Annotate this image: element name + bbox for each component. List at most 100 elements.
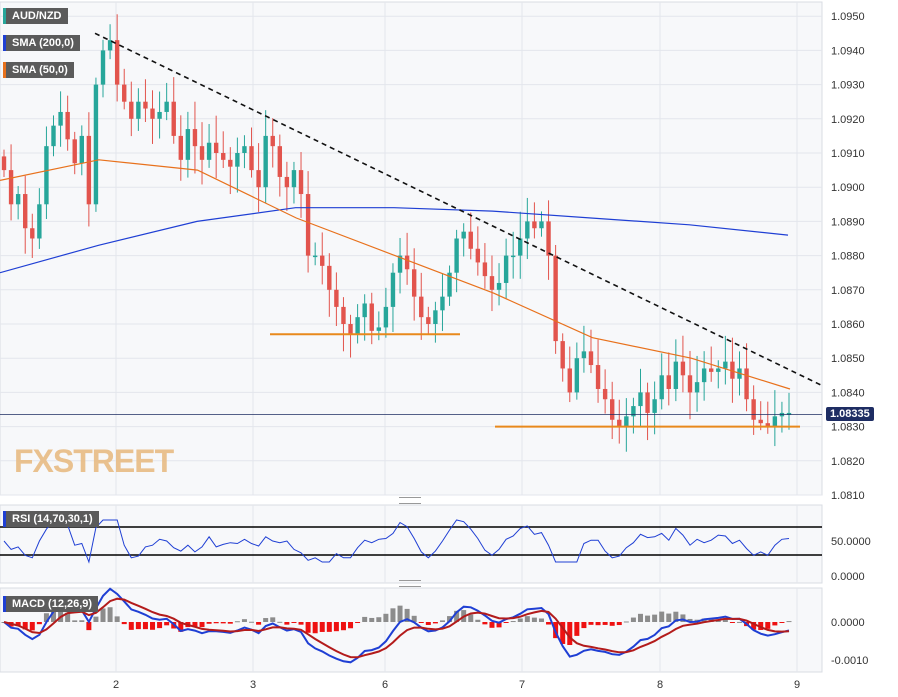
candle (772, 390, 778, 447)
candle-body (213, 142, 219, 153)
macd-histogram-bar (602, 622, 608, 625)
macd-histogram-bar (121, 622, 127, 625)
legend-sma200: SMA (200,0) (3, 35, 80, 51)
candle (461, 223, 466, 257)
candle-body (475, 248, 481, 263)
candle (426, 306, 431, 335)
candle-body (277, 146, 283, 177)
candle-body (129, 101, 134, 119)
macd-histogram-bar (439, 620, 445, 622)
candle-body (602, 388, 608, 400)
candle-body (645, 392, 650, 413)
candle-body (624, 416, 629, 427)
candle-body (411, 269, 417, 297)
macd-y-tick-label: -0.0010 (831, 655, 868, 667)
candle-body (164, 101, 169, 112)
y-tick-label: 1.0930 (831, 80, 865, 92)
macd-histogram-bar (496, 622, 502, 628)
candle-body (185, 129, 191, 160)
candle-body (744, 368, 749, 400)
legend-macd: MACD (12,26,9) (3, 596, 99, 612)
candle-body (305, 194, 311, 256)
macd-histogram-bar (418, 622, 424, 623)
candle (567, 346, 572, 403)
candle (136, 88, 141, 131)
candle (369, 292, 374, 345)
candle (263, 110, 268, 204)
candle-body (291, 170, 297, 188)
pane-resize-handle-rsi[interactable] (399, 497, 421, 504)
macd-histogram-bar (687, 618, 693, 622)
candle-body (652, 399, 657, 413)
candle-body (482, 262, 488, 277)
candle (65, 95, 70, 151)
candle (376, 311, 382, 341)
macd-histogram-bar (305, 622, 311, 633)
macd-histogram-bar (36, 622, 42, 625)
macd-histogram-bar (333, 622, 339, 632)
candle (298, 152, 304, 218)
candle (595, 339, 601, 403)
macd-histogram-bar (277, 621, 283, 623)
candle (150, 90, 155, 144)
candle-body (249, 146, 254, 171)
candle (235, 137, 240, 193)
candle (673, 339, 679, 402)
y-tick-label: 1.0890 (831, 216, 865, 228)
pane-resize-handle-macd[interactable] (399, 580, 421, 587)
last-price-badge: 1.08335 (826, 407, 874, 421)
signal-line (3, 597, 790, 659)
candle-body (609, 399, 615, 420)
legend-pair: AUD/NZD (3, 8, 68, 24)
x-tick-label: 3 (250, 679, 256, 691)
candle (475, 226, 481, 276)
macd-histogram-bar (567, 622, 573, 646)
candle-body (574, 358, 580, 393)
x-axis: 2 3 6 7 8 9 (113, 679, 800, 691)
candle (440, 273, 445, 332)
candle-body (221, 153, 226, 160)
candle (305, 171, 311, 273)
candle-body (419, 296, 424, 318)
candle-body (730, 361, 735, 379)
candle (178, 115, 184, 181)
y-tick-label: 1.0950 (831, 11, 865, 23)
candle-body (86, 135, 92, 205)
candle-body (93, 84, 99, 205)
macd-histogram-bar (517, 618, 523, 622)
candle (489, 255, 495, 312)
candle-body (150, 108, 155, 119)
candle (122, 68, 127, 110)
candle-body (433, 310, 438, 324)
candle-body (673, 361, 679, 389)
macd-histogram-bar (425, 622, 431, 625)
macd-histogram-bar (758, 622, 764, 630)
candle-body (348, 324, 353, 335)
candle-body (8, 170, 14, 205)
candle-body (199, 146, 205, 160)
candle-body (694, 382, 700, 393)
macd-histogram-bar (630, 617, 636, 622)
macd-histogram-bar (531, 617, 537, 622)
candle (164, 82, 169, 121)
candle (320, 232, 325, 285)
x-tick-label: 7 (519, 679, 525, 691)
macd-histogram-bar (15, 622, 21, 626)
x-tick-label: 9 (794, 679, 800, 691)
macd-histogram-bar (362, 616, 368, 622)
y-tick-label: 1.0870 (831, 285, 865, 297)
macd-histogram-bar (786, 621, 792, 623)
candle-body (553, 255, 558, 342)
candle (539, 211, 544, 237)
macd-histogram-bar (72, 620, 78, 622)
candle-body (23, 194, 28, 229)
candle (348, 314, 353, 358)
macd-histogram-bar (538, 618, 544, 622)
macd-histogram-bar (213, 622, 219, 624)
candle (143, 79, 148, 123)
candle (334, 272, 339, 326)
macd-histogram-bar (560, 622, 566, 644)
macd-histogram-bar (652, 614, 658, 622)
candle (129, 81, 134, 137)
candle (199, 122, 205, 185)
